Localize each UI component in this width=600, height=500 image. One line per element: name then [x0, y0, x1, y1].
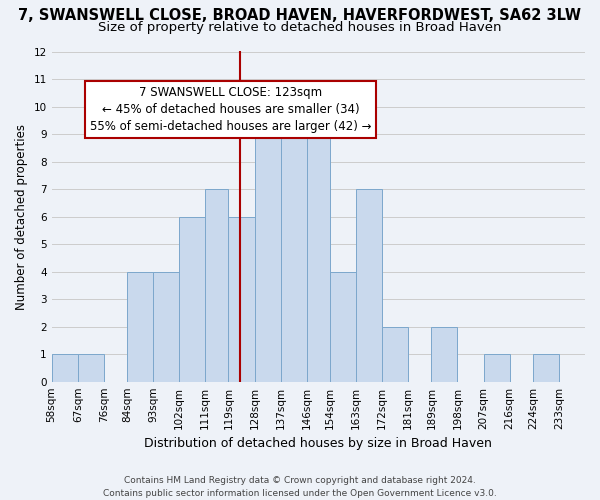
Text: 7 SWANSWELL CLOSE: 123sqm
← 45% of detached houses are smaller (34)
55% of semi-: 7 SWANSWELL CLOSE: 123sqm ← 45% of detac… — [89, 86, 371, 133]
Text: 7, SWANSWELL CLOSE, BROAD HAVEN, HAVERFORDWEST, SA62 3LW: 7, SWANSWELL CLOSE, BROAD HAVEN, HAVERFO… — [19, 8, 581, 22]
Bar — [127, 272, 153, 382]
Bar — [356, 189, 382, 382]
Bar — [153, 272, 179, 382]
Bar — [330, 272, 356, 382]
Y-axis label: Number of detached properties: Number of detached properties — [15, 124, 28, 310]
Bar — [484, 354, 509, 382]
Bar — [307, 106, 330, 382]
Bar — [78, 354, 104, 382]
Bar — [254, 106, 281, 382]
Bar — [52, 354, 78, 382]
Bar — [382, 326, 408, 382]
Text: Size of property relative to detached houses in Broad Haven: Size of property relative to detached ho… — [98, 21, 502, 34]
Bar — [533, 354, 559, 382]
Bar — [281, 134, 307, 382]
Text: Contains HM Land Registry data © Crown copyright and database right 2024.
Contai: Contains HM Land Registry data © Crown c… — [103, 476, 497, 498]
Bar — [431, 326, 457, 382]
Bar — [229, 216, 254, 382]
Bar — [179, 216, 205, 382]
X-axis label: Distribution of detached houses by size in Broad Haven: Distribution of detached houses by size … — [145, 437, 492, 450]
Bar — [205, 189, 229, 382]
